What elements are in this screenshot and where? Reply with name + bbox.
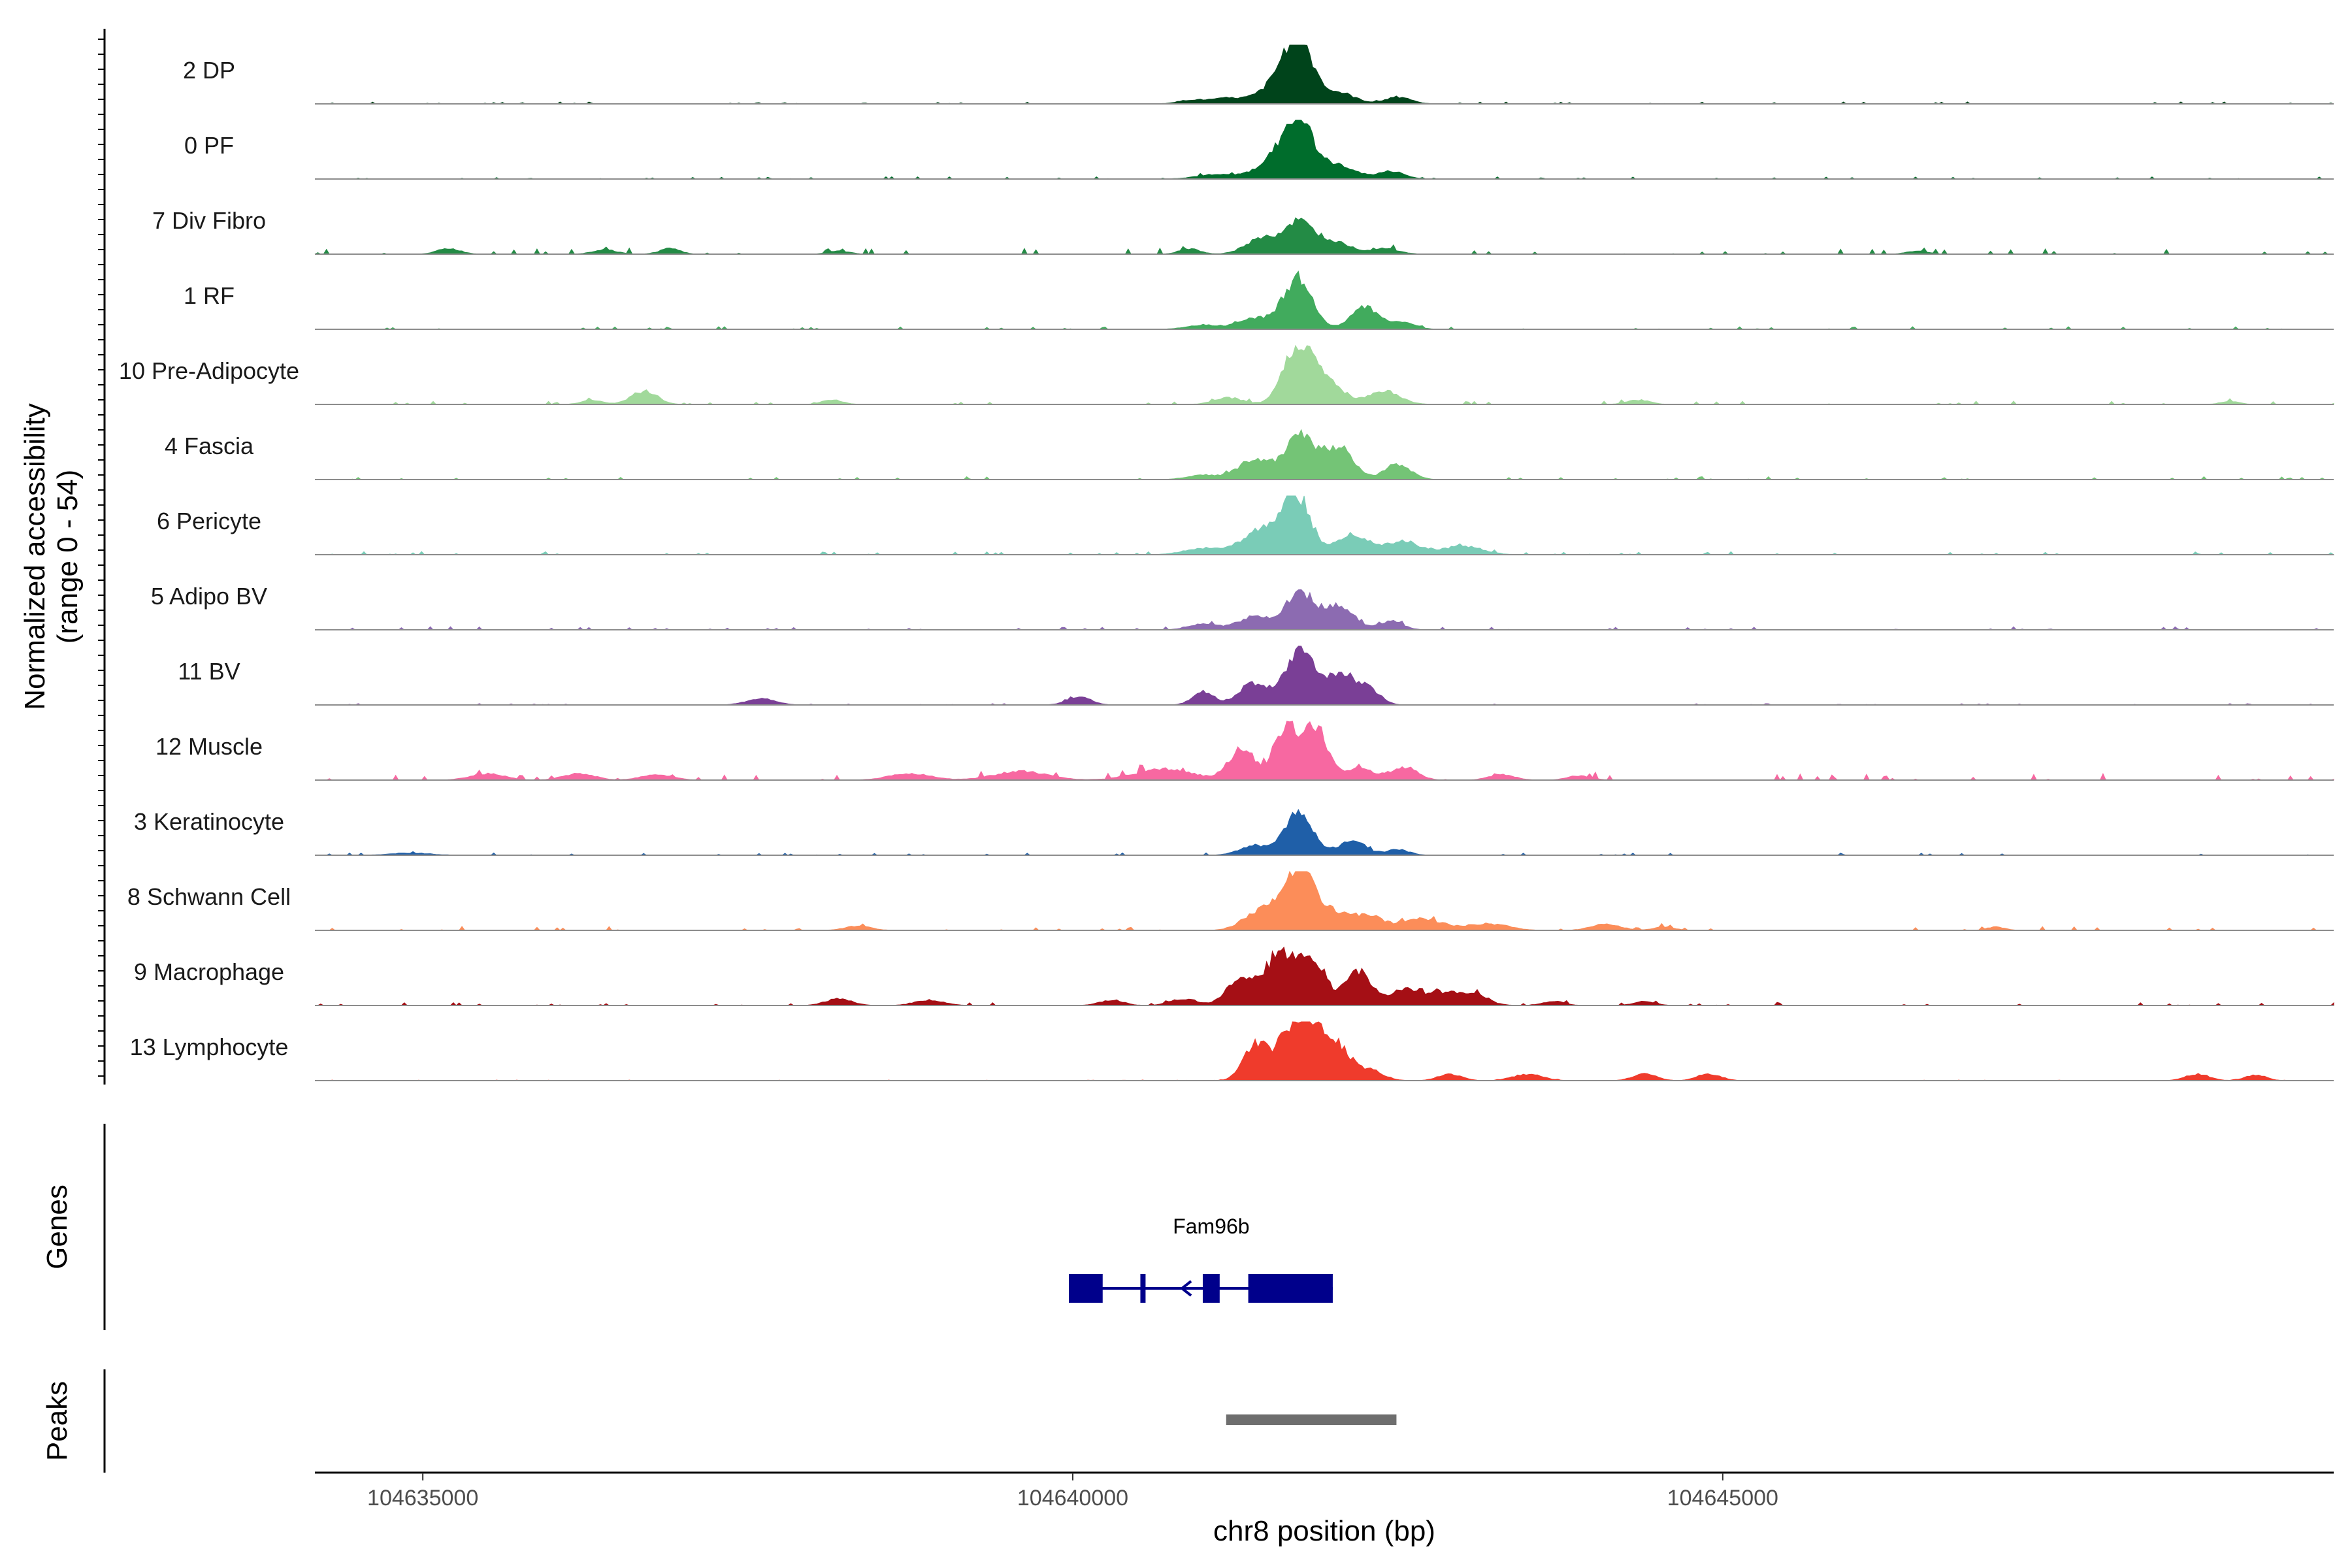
coverage-area bbox=[315, 809, 2334, 856]
gene-exon bbox=[1140, 1274, 1146, 1303]
coverage-area bbox=[315, 946, 2334, 1006]
coverage-area bbox=[315, 721, 2334, 781]
peaks-track-label: Peaks bbox=[41, 1381, 73, 1461]
track-12-muscle: 12 Muscle bbox=[155, 721, 2334, 781]
x-axis-title: chr8 position (bp) bbox=[1213, 1515, 1435, 1547]
coverage-area bbox=[315, 589, 2334, 630]
track-label: 13 Lymphocyte bbox=[130, 1034, 289, 1060]
peak-region bbox=[1226, 1414, 1397, 1425]
gene-exon bbox=[1202, 1274, 1220, 1303]
track-label: 5 Adipo BV bbox=[151, 583, 267, 610]
y-axis-title-line1: Normalized accessibility bbox=[19, 403, 51, 710]
coverage-area bbox=[315, 429, 2334, 480]
x-axis-ticks: 104635000 104640000 104645000 bbox=[367, 1473, 1778, 1511]
genes-track-label: Genes bbox=[41, 1184, 73, 1269]
track-label: 11 BV bbox=[178, 658, 240, 685]
track-label: 7 Div Fibro bbox=[152, 207, 266, 234]
track-11-bv: 11 BV bbox=[178, 645, 2334, 706]
y-axis-ticks bbox=[98, 39, 105, 1077]
track-label: 6 Pericyte bbox=[157, 508, 261, 534]
coverage-area bbox=[315, 1021, 2334, 1081]
track-label: 2 DP bbox=[183, 57, 235, 84]
strand-arrow-icon bbox=[1179, 1280, 1192, 1297]
track-label: 9 Macrophage bbox=[134, 958, 284, 985]
gene-name-label: Fam96b bbox=[1173, 1215, 1249, 1238]
gene-exon bbox=[1069, 1274, 1103, 1303]
track-8-schwann-cell: 8 Schwann Cell bbox=[127, 870, 2334, 931]
coverage-area bbox=[315, 120, 2334, 180]
coverage-area bbox=[315, 44, 2334, 105]
coverage-area bbox=[314, 270, 2334, 330]
track-6-pericyte: 6 Pericyte bbox=[157, 495, 2335, 555]
coverage-area bbox=[314, 217, 2334, 255]
coverage-area bbox=[315, 344, 2334, 405]
track-1-rf: 1 RF bbox=[184, 270, 2334, 330]
x-tick-label: 104640000 bbox=[1017, 1486, 1128, 1511]
track-10-pre-adipocyte: 10 Pre-Adipocyte bbox=[119, 344, 2334, 405]
x-tick-label: 104645000 bbox=[1667, 1486, 1778, 1511]
gene-exon bbox=[1248, 1274, 1333, 1303]
track-7-div-fibro: 7 Div Fibro bbox=[152, 207, 2334, 255]
peaks-track bbox=[1226, 1414, 1397, 1425]
track-3-keratinocyte: 3 Keratinocyte bbox=[134, 808, 2334, 856]
track-label: 4 Fascia bbox=[165, 433, 254, 459]
track-13-lymphocyte: 13 Lymphocyte bbox=[130, 1021, 2334, 1081]
coverage-area bbox=[315, 645, 2334, 706]
track-2-dp: 2 DP bbox=[183, 44, 2334, 105]
x-tick-label: 104635000 bbox=[367, 1486, 478, 1511]
coverage-area bbox=[315, 870, 2334, 931]
track-0-pf: 0 PF bbox=[184, 120, 2334, 180]
track-9-macrophage: 9 Macrophage bbox=[134, 946, 2334, 1006]
track-label: 1 RF bbox=[184, 282, 235, 309]
track-label: 10 Pre-Adipocyte bbox=[119, 357, 299, 384]
coverage-tracks: 2 DP 0 PF 7 Div Fibro 1 RF 10 Pre-Adipocyte 4… bbox=[119, 44, 2335, 1081]
track-5-adipo-bv: 5 Adipo BV bbox=[151, 583, 2334, 630]
track-label: 12 Muscle bbox=[155, 733, 263, 760]
y-axis-title-line2: (range 0 - 54) bbox=[52, 470, 84, 644]
track-label: 0 PF bbox=[184, 132, 234, 159]
track-4-fascia: 4 Fascia bbox=[165, 429, 2334, 480]
coverage-area bbox=[315, 495, 2335, 555]
gene-model-fam96b bbox=[1069, 1274, 1333, 1303]
track-label: 8 Schwann Cell bbox=[127, 883, 291, 910]
track-label: 3 Keratinocyte bbox=[134, 808, 284, 835]
